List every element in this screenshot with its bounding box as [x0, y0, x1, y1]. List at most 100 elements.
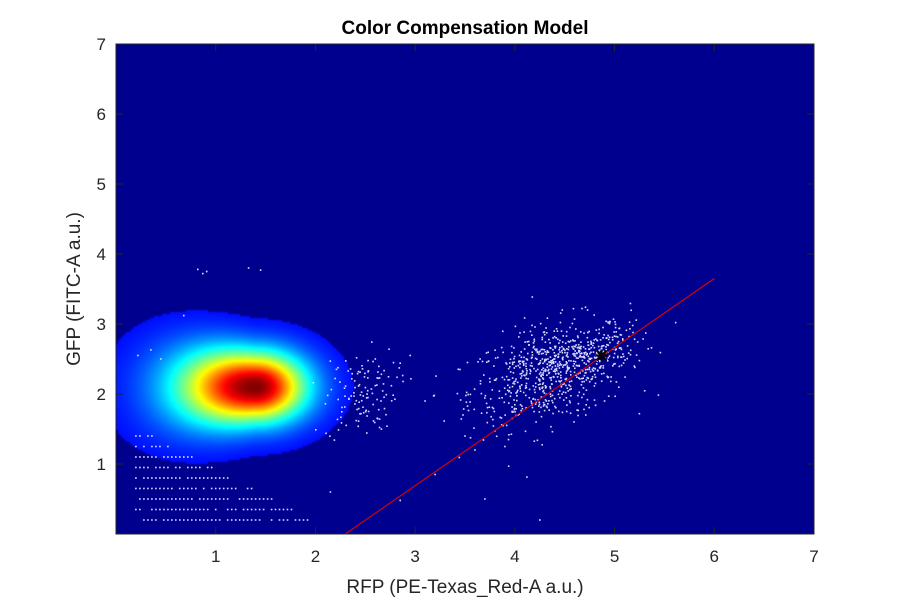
scatter-point [382, 383, 385, 385]
scatter-point [202, 519, 205, 521]
scatter-point [191, 466, 193, 469]
scatter-point [538, 403, 541, 406]
scatter-point [562, 383, 565, 385]
scatter-point [556, 363, 559, 365]
scatter-point [618, 365, 621, 368]
scatter-point [542, 362, 544, 365]
scatter-point [579, 346, 581, 348]
scatter-point [581, 356, 584, 358]
scatter-point [226, 477, 229, 479]
scatter-point [494, 357, 497, 359]
scatter-point [602, 350, 605, 353]
scatter-point [628, 321, 631, 323]
scatter-point [333, 439, 336, 441]
scatter-point [615, 335, 617, 338]
scatter-point [539, 519, 541, 521]
scatter-point [607, 344, 609, 346]
scatter-point [530, 362, 533, 364]
scatter-point [383, 407, 386, 410]
scatter-point [508, 402, 510, 404]
scatter-point [550, 347, 552, 350]
scatter-point [325, 432, 327, 435]
scatter-point [614, 395, 616, 398]
scatter-point [558, 348, 560, 351]
scatter-point [544, 399, 547, 401]
scatter-point [535, 421, 537, 423]
scatter-point [614, 326, 617, 329]
scatter-point [171, 508, 173, 511]
scatter-point [550, 362, 553, 365]
scatter-point [588, 358, 590, 360]
scatter-point [567, 340, 570, 343]
scatter-point [492, 418, 494, 421]
scatter-point [402, 380, 404, 383]
scatter-point [584, 306, 587, 308]
scatter-point [262, 508, 265, 511]
scatter-point [355, 357, 358, 359]
scatter-point [587, 377, 590, 380]
scatter-point [360, 412, 362, 415]
scatter-point [424, 400, 426, 402]
scatter-point [483, 374, 485, 376]
scatter-point [552, 361, 555, 363]
scatter-point [620, 348, 623, 351]
scatter-point [542, 352, 544, 355]
scatter-point [553, 345, 556, 348]
scatter-point [347, 370, 349, 372]
scatter-point [457, 368, 460, 371]
scatter-point [187, 519, 189, 521]
scatter-point [222, 477, 225, 479]
scatter-point [493, 365, 495, 367]
scatter-point [546, 363, 549, 365]
scatter-point [479, 380, 482, 382]
scatter-point [583, 380, 585, 383]
scatter-point [559, 312, 562, 314]
scatter-point [517, 364, 520, 367]
scatter-point [607, 321, 609, 323]
scatter-point [587, 344, 589, 346]
scatter-point [525, 372, 528, 374]
scatter-point [607, 376, 610, 378]
scatter-point [585, 363, 587, 365]
scatter-point [191, 519, 193, 521]
scatter-point [602, 365, 605, 367]
scatter-point [615, 331, 617, 333]
scatter-point [540, 348, 543, 351]
scatter-point [613, 335, 616, 337]
scatter-point [569, 388, 571, 391]
scatter-point [584, 351, 587, 354]
scatter-point [533, 340, 536, 342]
scatter-point [530, 357, 533, 359]
scatter-point [513, 367, 516, 369]
scatter-point [358, 401, 360, 403]
scatter-point [583, 332, 585, 334]
scatter-point [147, 456, 149, 458]
scatter-point [543, 409, 546, 412]
fit-line-layer [345, 278, 715, 534]
scatter-point [523, 331, 525, 333]
scatter-point [282, 508, 285, 511]
scatter-point [544, 341, 547, 343]
scatter-point [234, 487, 237, 490]
scatter-point [557, 393, 560, 396]
scatter-point [464, 435, 466, 437]
scatter-point [246, 498, 249, 500]
scatter-point [341, 411, 343, 413]
scatter-point [621, 338, 624, 340]
scatter-point [484, 394, 487, 397]
scatter-point [521, 407, 524, 410]
scatter-point [633, 338, 636, 340]
scatter-point [612, 356, 615, 359]
scatter-point [556, 330, 559, 332]
scatter-point [593, 314, 595, 316]
scatter-point [282, 519, 285, 521]
scatter-point [367, 396, 369, 399]
scatter-point [246, 519, 249, 521]
scatter-point [462, 414, 464, 416]
scatter-point [363, 376, 366, 378]
scatter-point [602, 337, 604, 339]
scatter-point [602, 326, 604, 329]
scatter-point [583, 362, 586, 364]
scatter-point [557, 372, 560, 375]
scatter-point [555, 337, 557, 339]
